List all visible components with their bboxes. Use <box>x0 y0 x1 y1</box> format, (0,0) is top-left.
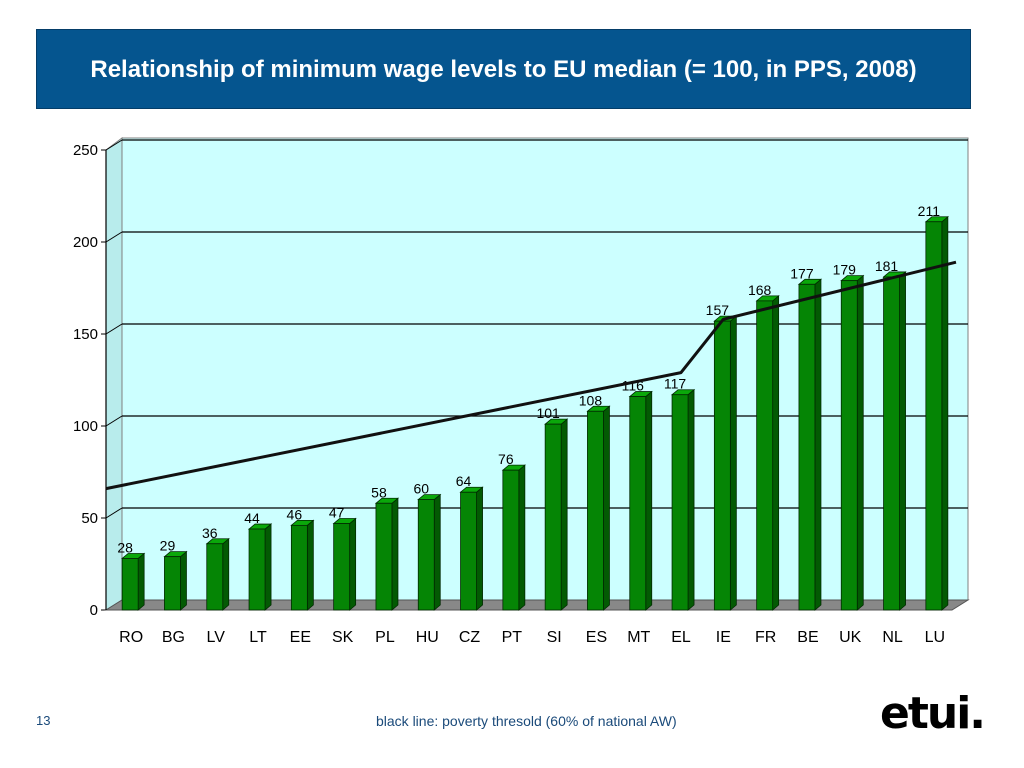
bar-side <box>603 405 610 611</box>
data-label: 29 <box>160 538 176 554</box>
y-tick-label: 50 <box>81 510 98 527</box>
data-label: 76 <box>498 451 514 467</box>
x-tick-label: LU <box>925 629 945 646</box>
data-label: 28 <box>117 539 133 555</box>
x-tick-label: LV <box>207 629 226 646</box>
x-tick-label: LT <box>249 629 267 646</box>
gridline-side <box>105 323 123 335</box>
data-label: 177 <box>790 265 814 281</box>
data-label: 211 <box>918 203 941 219</box>
x-tick-label: IE <box>716 629 731 646</box>
data-label: 36 <box>202 525 218 541</box>
data-label: 117 <box>664 376 687 392</box>
bar-side <box>814 278 822 611</box>
bar-side <box>433 493 441 611</box>
y-tick-label: 200 <box>73 234 98 251</box>
bar-side <box>137 552 145 611</box>
bar-side <box>476 486 483 611</box>
slide-title: Relationship of minimum wage levels to E… <box>90 55 917 83</box>
bar-side <box>391 497 399 611</box>
x-tick-label: CZ <box>459 629 481 646</box>
bar-side <box>518 464 526 611</box>
bar <box>502 469 520 611</box>
poverty-threshold-line <box>105 260 957 491</box>
x-tick-label: UK <box>839 629 862 646</box>
x-tick-label: BG <box>162 629 185 646</box>
x-tick-label: BE <box>797 629 818 646</box>
x-tick-label: MT <box>627 629 650 646</box>
bar <box>798 283 816 611</box>
y-tick-label: 250 <box>73 142 98 159</box>
gridline-side <box>105 139 123 151</box>
bar <box>629 396 647 611</box>
bar-side <box>180 550 187 611</box>
bar <box>164 556 181 611</box>
bar <box>333 523 351 611</box>
data-label: 64 <box>456 473 472 489</box>
footnote: black line: poverty thresold (60% of nat… <box>376 713 677 729</box>
gridline-side <box>105 415 123 427</box>
data-label: 157 <box>706 302 730 318</box>
bar-side <box>349 517 357 611</box>
x-tick-label: HU <box>416 629 439 646</box>
gridline-side <box>105 231 123 243</box>
bar <box>417 499 435 611</box>
page-number: 13 <box>36 713 51 728</box>
x-tick-label: SI <box>547 629 562 646</box>
bar <box>206 543 224 611</box>
bar <box>756 300 774 611</box>
bar <box>883 276 900 611</box>
data-label: 60 <box>413 481 429 497</box>
bar <box>121 558 139 611</box>
title-banner: Relationship of minimum wage levels to E… <box>36 29 971 109</box>
gridline-side <box>105 507 123 519</box>
bar-side <box>899 271 906 611</box>
bar <box>671 394 689 611</box>
x-tick-label: RO <box>119 629 143 646</box>
bar-side <box>772 295 780 611</box>
y-tick-label: 100 <box>73 418 98 435</box>
bar <box>587 410 604 611</box>
bar-side <box>645 390 653 611</box>
y-tick-label: 150 <box>73 326 98 343</box>
bar-side <box>941 215 949 611</box>
bar <box>460 491 477 611</box>
data-label: 181 <box>875 258 899 274</box>
bar-side <box>306 519 314 611</box>
bar-side <box>560 418 568 611</box>
plot-floor <box>104 599 970 611</box>
data-label: 101 <box>536 405 560 421</box>
data-label: 108 <box>579 392 603 408</box>
bar <box>248 528 266 611</box>
data-label: 46 <box>287 506 303 522</box>
etui-logo: etui. <box>880 688 986 739</box>
bar-side <box>729 315 737 611</box>
x-tick-label: FR <box>755 629 776 646</box>
bar <box>290 524 308 611</box>
bar <box>713 320 731 611</box>
bar <box>544 423 562 611</box>
data-label: 58 <box>371 484 387 500</box>
x-tick-label: EE <box>290 629 311 646</box>
bar <box>840 280 858 611</box>
data-label: 179 <box>833 262 857 278</box>
x-tick-label: EL <box>671 629 691 646</box>
x-tick-label: NL <box>882 629 903 646</box>
x-tick-label: PL <box>375 629 395 646</box>
bar-side <box>264 523 272 611</box>
data-label: 168 <box>748 282 772 298</box>
x-tick-label: PT <box>502 629 523 646</box>
x-tick-label: ES <box>586 629 607 646</box>
data-label: 44 <box>244 510 260 526</box>
bar <box>375 502 393 611</box>
data-label: 47 <box>329 505 345 521</box>
x-tick-label: SK <box>332 629 354 646</box>
bar-side <box>856 274 864 611</box>
y-tick-label: 0 <box>90 602 98 619</box>
bar <box>925 221 943 611</box>
bar-side <box>687 388 695 611</box>
bar-side <box>222 537 230 611</box>
